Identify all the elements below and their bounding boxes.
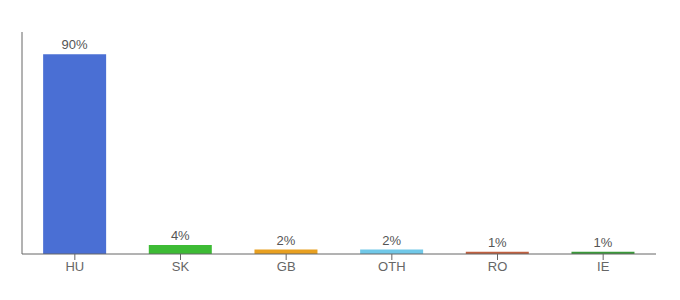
svg-text:1%: 1% [488, 235, 507, 250]
svg-text:1%: 1% [594, 235, 613, 250]
svg-text:OTH: OTH [378, 259, 405, 274]
svg-text:RO: RO [488, 259, 508, 274]
svg-text:2%: 2% [382, 233, 401, 248]
svg-text:SK: SK [172, 259, 190, 274]
svg-text:4%: 4% [171, 228, 190, 243]
svg-text:90%: 90% [62, 37, 88, 52]
svg-text:2%: 2% [277, 233, 296, 248]
svg-text:HU: HU [65, 259, 84, 274]
svg-text:IE: IE [597, 259, 610, 274]
svg-text:GB: GB [277, 259, 296, 274]
